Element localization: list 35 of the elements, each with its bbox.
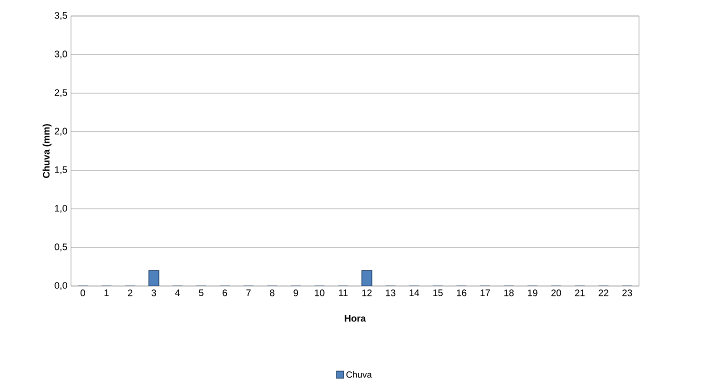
x-axis-title: Hora — [344, 315, 366, 322]
x-tick-label: 9 — [294, 290, 298, 296]
y-tick-label: 3,5 — [54, 12, 68, 20]
x-tick-label: 22 — [598, 290, 608, 296]
y-tick-label: 2,0 — [54, 128, 68, 136]
y-tick-label: 2,5 — [54, 89, 68, 98]
x-tick-label: 2 — [128, 290, 132, 296]
x-tick-label: 19 — [528, 290, 538, 296]
x-tick-label: 1 — [104, 290, 109, 296]
y-tick-label: 1,5 — [55, 166, 68, 174]
x-tick-label: 5 — [198, 290, 204, 296]
x-tick-label: 12 — [362, 290, 372, 296]
y-tick-label: 1,0 — [55, 204, 68, 213]
x-tick-label: 7 — [246, 290, 251, 296]
x-tick-label: 10 — [314, 290, 324, 296]
x-tick-label: 0 — [80, 290, 86, 296]
x-tick-label: 15 — [433, 290, 443, 296]
x-tick-label: 23 — [622, 290, 632, 296]
x-tick-label: 3 — [152, 290, 156, 296]
x-tick-label: 11 — [338, 290, 348, 296]
x-tick-label: 13 — [386, 290, 396, 296]
y-axis-title: Chuva (mm) — [42, 124, 52, 178]
x-tick-label: 4 — [175, 290, 180, 296]
legend-label: Chuva — [346, 371, 372, 378]
y-tick-label: 0,0 — [54, 282, 68, 290]
x-tick-label: 18 — [504, 290, 514, 296]
x-tick-label: 6 — [222, 290, 228, 296]
x-tick-label: 17 — [480, 290, 490, 296]
x-tick-label: 14 — [410, 290, 420, 296]
x-tick-label: 20 — [551, 290, 562, 296]
x-tick-label: 8 — [270, 290, 274, 296]
x-tick-label: 16 — [456, 290, 466, 296]
x-tick-label: 21 — [575, 290, 585, 296]
y-tick-label: 0,5 — [54, 244, 68, 252]
y-tick-label: 3,0 — [54, 50, 68, 58]
